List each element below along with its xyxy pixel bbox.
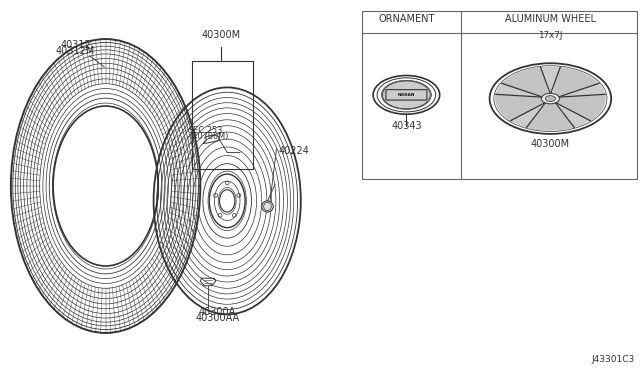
Ellipse shape bbox=[262, 201, 273, 212]
Text: SEC.253: SEC.253 bbox=[189, 126, 223, 135]
Text: 40224: 40224 bbox=[278, 146, 309, 155]
Text: J43301C3: J43301C3 bbox=[591, 355, 635, 364]
Text: (40700M): (40700M) bbox=[189, 132, 228, 141]
Bar bbox=[362, 11, 637, 179]
Ellipse shape bbox=[383, 81, 430, 109]
Text: 40300A: 40300A bbox=[199, 307, 236, 317]
Polygon shape bbox=[541, 67, 560, 93]
Circle shape bbox=[545, 96, 556, 102]
Text: ALUMINUM WHEEL: ALUMINUM WHEEL bbox=[505, 14, 596, 23]
Polygon shape bbox=[495, 83, 541, 97]
Polygon shape bbox=[556, 103, 591, 128]
Polygon shape bbox=[557, 94, 605, 121]
Text: NISSAN: NISSAN bbox=[397, 93, 415, 97]
Polygon shape bbox=[502, 67, 548, 96]
FancyBboxPatch shape bbox=[386, 90, 427, 100]
Text: 17x7J: 17x7J bbox=[538, 31, 563, 40]
Text: ORNAMENT: ORNAMENT bbox=[378, 14, 435, 23]
Polygon shape bbox=[552, 67, 599, 96]
Polygon shape bbox=[560, 83, 605, 97]
Text: 40343: 40343 bbox=[391, 122, 422, 131]
Text: 40300M: 40300M bbox=[531, 140, 570, 149]
Text: 40300M: 40300M bbox=[201, 30, 241, 40]
Polygon shape bbox=[510, 103, 545, 128]
Text: 40312: 40312 bbox=[60, 40, 91, 50]
Polygon shape bbox=[495, 94, 544, 121]
Polygon shape bbox=[527, 103, 574, 131]
Text: 40300AA: 40300AA bbox=[196, 313, 239, 323]
Text: 40312M: 40312M bbox=[56, 46, 95, 56]
Circle shape bbox=[541, 93, 559, 104]
